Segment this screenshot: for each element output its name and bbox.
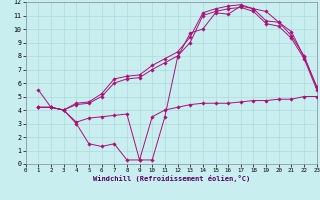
X-axis label: Windchill (Refroidissement éolien,°C): Windchill (Refroidissement éolien,°C) xyxy=(92,175,250,182)
